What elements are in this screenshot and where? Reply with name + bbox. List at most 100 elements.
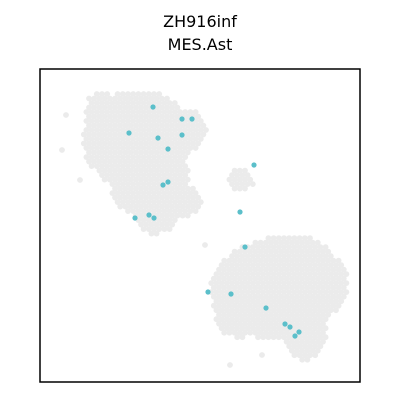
tissue-spot — [192, 136, 199, 142]
tissue-spot — [117, 95, 124, 102]
tissue-spot — [257, 275, 264, 282]
tissue-spot — [127, 113, 134, 120]
tissue-spot — [340, 275, 347, 282]
tissue-spot — [265, 298, 272, 305]
tissue-spot — [179, 167, 186, 174]
tissue-spot — [156, 190, 163, 197]
tissue-spot — [299, 248, 306, 255]
tissue-spot — [127, 176, 134, 183]
tissue-spot — [161, 226, 168, 233]
tissue-spot — [145, 145, 152, 151]
tissue-spot — [299, 311, 306, 318]
tissue-spot — [216, 275, 222, 282]
tissue-spot — [262, 293, 269, 300]
tissue-spot — [291, 325, 298, 332]
tissue-spot — [239, 298, 246, 305]
tissue-spot — [161, 118, 168, 124]
tissue-spot — [229, 316, 235, 323]
tissue-spot — [314, 239, 321, 246]
tissue-spot — [184, 122, 191, 129]
tissue-spot — [91, 104, 98, 111]
tissue-spot — [169, 149, 176, 156]
tissue-spot — [135, 181, 142, 188]
tissue-spot — [88, 127, 95, 133]
tissue-spot — [93, 118, 100, 124]
tissue-spot — [112, 140, 118, 147]
tissue-spot — [112, 104, 118, 111]
tissue-spot — [164, 95, 170, 102]
tissue-spot — [125, 109, 131, 115]
tissue-spot — [286, 298, 293, 305]
tissue-spot — [320, 320, 326, 327]
tissue-spot — [234, 334, 241, 341]
tissue-spot — [125, 145, 131, 151]
tissue-spot — [304, 302, 311, 309]
tissue-spot — [138, 131, 144, 138]
tissue-spot — [242, 329, 248, 336]
tissue-spot — [283, 302, 290, 309]
tissue-spot — [236, 275, 243, 282]
tissue-spot — [299, 338, 306, 345]
tissue-spot — [327, 307, 334, 314]
tissue-spot — [143, 176, 150, 183]
tissue-spot — [286, 280, 293, 286]
tissue-spot — [109, 181, 116, 188]
tissue-spot — [286, 253, 293, 259]
tissue-spot — [156, 172, 163, 179]
tissue-spot — [252, 239, 259, 246]
tissue-spot — [216, 284, 222, 291]
tissue-spot — [296, 262, 303, 268]
tissue-spot — [156, 154, 163, 161]
tissue-spot — [127, 194, 134, 201]
tissue-spot — [322, 325, 329, 332]
tissue-spot — [148, 95, 155, 102]
tissue-spot — [122, 176, 129, 183]
tissue-spot — [59, 147, 65, 153]
tissue-spot — [130, 181, 137, 188]
tissue-spot — [312, 325, 319, 332]
tissue-spot — [114, 163, 121, 170]
tissue-spot — [307, 289, 313, 295]
tissue-spot — [294, 347, 300, 354]
tissue-spot — [327, 289, 334, 295]
tissue-spot — [234, 307, 241, 314]
tissue-spot — [294, 239, 300, 246]
tissue-spot — [314, 293, 321, 300]
tissue-spot — [268, 293, 274, 300]
tissue-spot — [294, 257, 300, 264]
tissue-spot — [135, 172, 142, 179]
tissue-spot — [317, 244, 324, 251]
tissue-spot — [278, 293, 285, 300]
tissue-spot — [174, 158, 181, 165]
tissue-spot — [143, 167, 150, 174]
tissue-spot — [229, 172, 235, 179]
tissue-spot — [268, 284, 274, 291]
tissue-spot — [330, 284, 337, 291]
tissue-spot — [114, 199, 121, 206]
tissue-spot — [114, 127, 121, 133]
tissue-spot — [286, 244, 293, 251]
tissue-spot — [223, 262, 230, 268]
tissue-spot — [325, 284, 332, 291]
tissue-spot — [307, 298, 313, 305]
tissue-spot — [296, 352, 303, 359]
tissue-spot — [184, 194, 191, 201]
tissue-spot — [249, 280, 256, 286]
tissue-spot — [213, 271, 220, 277]
tissue-spot — [301, 352, 308, 359]
tissue-spot — [135, 199, 142, 206]
tissue-spot — [314, 302, 321, 309]
tissue-spot — [117, 194, 124, 201]
tissue-spot — [140, 226, 147, 233]
tissue-spot — [99, 91, 105, 97]
tissue-spot — [184, 212, 191, 219]
tissue-spot — [288, 338, 295, 345]
tissue-spot — [148, 140, 155, 147]
tissue-spot — [161, 154, 168, 161]
tissue-spot — [125, 163, 131, 170]
tissue-spot — [312, 271, 319, 277]
tissue-spot — [104, 154, 111, 161]
tissue-spot — [247, 176, 254, 183]
tissue-spot — [291, 307, 298, 314]
tissue-spot — [255, 316, 261, 323]
